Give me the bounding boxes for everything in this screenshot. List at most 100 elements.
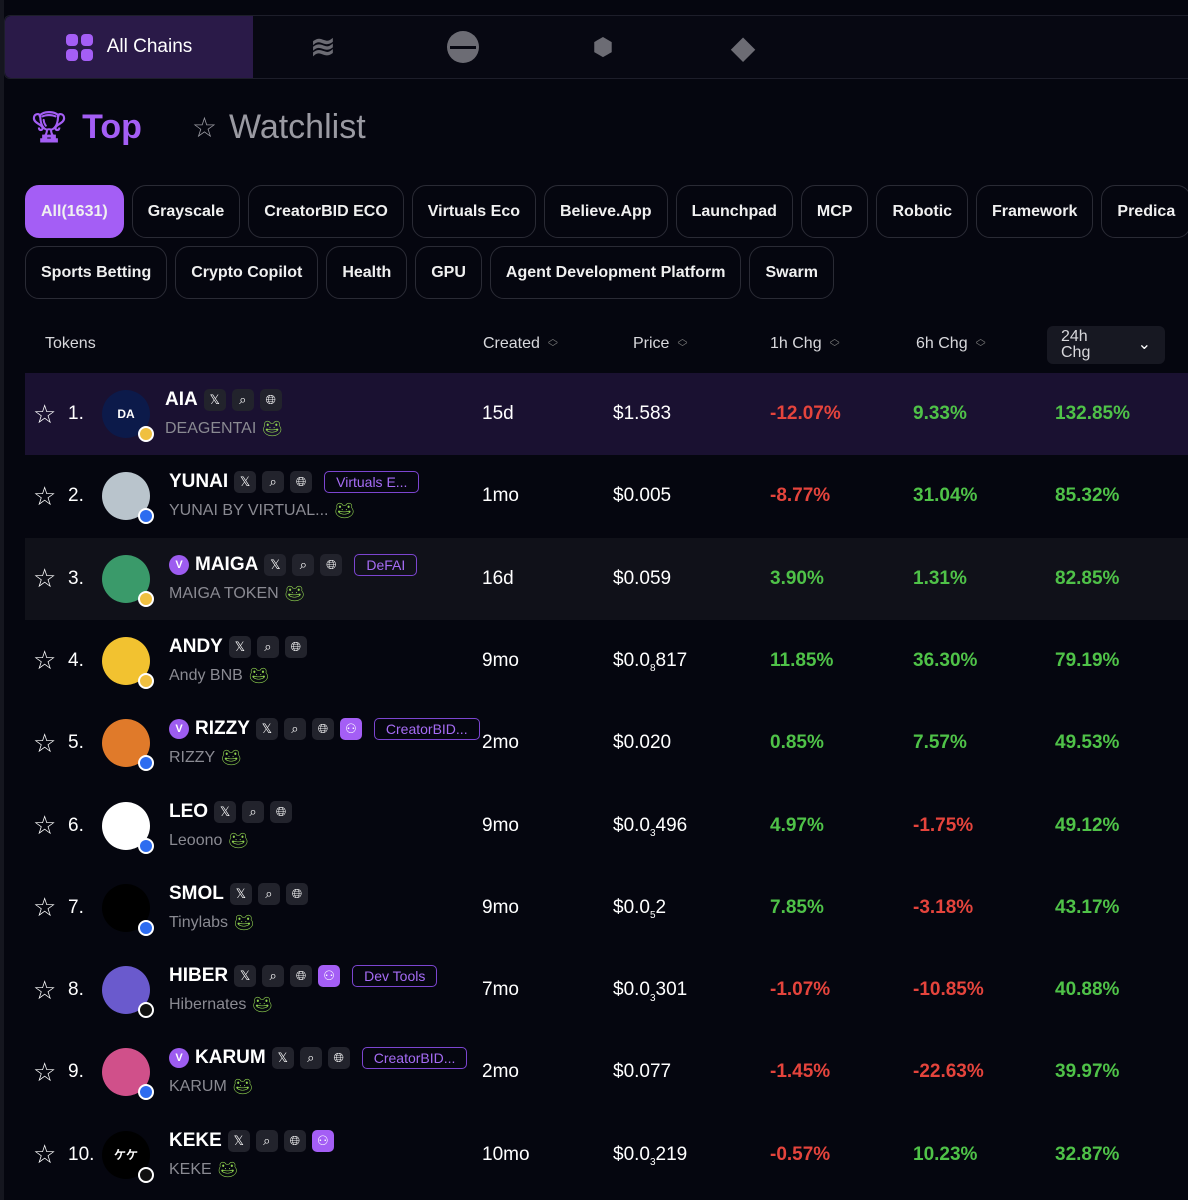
x-icon[interactable]: 𝕏 [229,882,252,905]
filter-chip[interactable]: Crypto Copilot [175,246,319,299]
col-24h[interactable]: 24h Chg ⌄ [1047,326,1165,364]
table-row[interactable]: ☆ 8. HIBER 𝕏 ⌕ 🌐︎ ⚇ Dev Tools Hibernates… [25,949,1188,1031]
table-row[interactable]: ☆ 7. SMOL 𝕏 ⌕ 🌐︎ Tinylabs 🐸︎ 9mo $0.0 5 2 7… [25,867,1188,949]
token-symbol[interactable]: ANDY [169,635,223,657]
chain-ethereum[interactable]: ◆ [673,16,813,78]
globe-icon[interactable]: 🌐︎ [311,718,334,741]
chain-solana[interactable]: ≋ [253,16,393,78]
sort-icon: ︿ ﹀ [677,334,688,354]
watchlist-star-icon[interactable]: ☆ [33,1139,57,1170]
globe-icon[interactable]: 🌐︎ [259,389,282,411]
x-icon[interactable]: 𝕏 [264,553,287,576]
filter-chip[interactable]: MCP [800,185,869,238]
watchlist-star-icon[interactable]: ☆ [33,892,57,923]
filter-chip[interactable]: Health [326,246,408,299]
filter-chip[interactable]: All(1631) [25,185,124,238]
watchlist-star-icon[interactable]: ☆ [33,398,57,429]
filter-chip[interactable]: Agent Development Platform [489,246,742,299]
search-icon[interactable]: ⌕ [283,718,306,741]
table-row[interactable]: ☆ 1. DA AIA 𝕏 ⌕ 🌐︎ DEAGENTAI 🐸︎ 15d $1.58… [25,373,1188,455]
token-symbol[interactable]: SMOL [169,882,224,904]
table-row[interactable]: ☆ 2. YUNAI 𝕏 ⌕ 🌐︎ Virtuals E... YUNAI BY… [25,455,1188,537]
search-icon[interactable]: ⌕ [292,553,315,576]
watchlist-star-icon[interactable]: ☆ [33,563,57,594]
category-tag[interactable]: DeFAI [354,553,418,576]
filter-chip[interactable]: CreatorBID ECO [248,185,404,238]
x-icon[interactable]: 𝕏 [255,718,278,741]
search-icon[interactable]: ⌕ [257,882,280,905]
globe-icon[interactable]: 🌐︎ [327,1047,350,1070]
col-price-label: Price [633,335,670,352]
search-icon[interactable]: ⌕ [242,800,265,823]
filter-chip[interactable]: Virtuals Eco [411,185,536,238]
filter-chip[interactable]: Predica [1101,185,1188,238]
globe-icon[interactable]: 🌐︎ [320,553,343,576]
category-tag[interactable]: Virtuals E... [324,471,420,494]
globe-icon[interactable]: 🌐︎ [270,800,293,823]
col-6h[interactable]: 6h Chg ︿ ﹀ [916,322,986,366]
chain-bnb[interactable]: ⬢ [533,16,673,78]
token-symbol[interactable]: MAIGA [195,553,259,575]
table-row[interactable]: ☆ 5. V RIZZY 𝕏 ⌕ 🌐︎ ⚇ CreatorBID... RIZZ… [25,702,1188,784]
developer-icon[interactable]: ⚇ [311,1129,334,1152]
table-row[interactable]: ☆ 4. ANDY 𝕏 ⌕ 🌐︎ Andy BNB 🐸︎ 9mo $0.0 8 817… [25,620,1188,702]
token-symbol[interactable]: KARUM [195,1047,266,1069]
x-icon[interactable]: 𝕏 [203,389,226,411]
x-icon[interactable]: 𝕏 [271,1047,294,1070]
globe-icon[interactable]: 🌐︎ [284,635,307,658]
filter-chip[interactable]: Believe.App [543,185,668,238]
watchlist-star-icon[interactable]: ☆ [33,1056,57,1087]
x-icon[interactable]: 𝕏 [228,635,251,658]
chain-all[interactable]: All Chains [5,16,253,78]
token-symbol[interactable]: KEKE [169,1129,222,1151]
col-created[interactable]: Created ︿ ﹀ [483,322,558,366]
developer-icon[interactable]: ⚇ [318,965,341,988]
filter-chip[interactable]: Launchpad [675,185,793,238]
token-symbol[interactable]: RIZZY [195,718,250,740]
token-symbol[interactable]: AIA [165,389,198,410]
token-symbol[interactable]: LEO [169,800,209,822]
table-row[interactable]: ☆ 10. ケケ KEKE 𝕏 ⌕ 🌐︎ ⚇ KEKE 🐸︎ 10mo $0.0 3… [25,1114,1188,1196]
globe-icon[interactable]: 🌐︎ [283,1129,306,1152]
search-icon[interactable]: ⌕ [299,1047,322,1070]
watchlist-star-icon[interactable]: ☆ [33,480,57,511]
col-price[interactable]: Price ︿ ﹀ [633,322,687,366]
globe-icon[interactable]: 🌐︎ [285,882,308,905]
col-1h[interactable]: 1h Chg ︿ ﹀ [770,322,840,366]
globe-icon[interactable]: 🌐︎ [290,965,313,988]
tab-watchlist[interactable]: ☆ Watchlist [192,108,366,147]
search-icon[interactable]: ⌕ [262,965,285,988]
filter-chip[interactable]: Grayscale [131,185,241,238]
globe-icon[interactable]: 🌐︎ [290,471,313,494]
x-icon[interactable]: 𝕏 [234,471,257,494]
chain-base[interactable] [393,16,533,78]
filter-chip[interactable]: Framework [976,185,1094,238]
token-symbol[interactable]: HIBER [169,965,229,987]
search-icon[interactable]: ⌕ [256,635,279,658]
table-row[interactable]: ☆ 3. V MAIGA 𝕏 ⌕ 🌐︎ DeFAI MAIGA TOKEN 🐸︎ … [25,537,1188,620]
x-icon[interactable]: 𝕏 [214,800,237,823]
tab-top[interactable]: 🏆︎ Top [30,108,142,147]
filter-chip[interactable]: Robotic [876,185,969,238]
category-tag[interactable]: CreatorBID... [361,1047,468,1070]
x-icon[interactable]: 𝕏 [234,965,257,988]
filter-chip[interactable]: GPU [415,246,482,299]
chain-badge-icon [138,837,154,854]
watchlist-star-icon[interactable]: ☆ [33,645,57,676]
filter-chip[interactable]: Sports Betting [25,246,168,299]
developer-icon[interactable]: ⚇ [339,718,362,741]
token-fullname-text: Leoono [169,831,223,849]
token-symbol[interactable]: YUNAI [169,471,229,493]
category-tag[interactable]: CreatorBID... [373,718,480,741]
x-icon[interactable]: 𝕏 [227,1129,250,1152]
search-icon[interactable]: ⌕ [255,1129,278,1152]
category-tag[interactable]: Dev Tools [352,965,438,988]
search-icon[interactable]: ⌕ [262,471,285,494]
watchlist-star-icon[interactable]: ☆ [33,974,57,1005]
watchlist-star-icon[interactable]: ☆ [33,810,57,840]
table-row[interactable]: ☆ 9. V KARUM 𝕏 ⌕ 🌐︎ CreatorBID... KARUM 🐸… [25,1031,1188,1113]
table-row[interactable]: ☆ 6. LEO 𝕏 ⌕ 🌐︎ Leoono 🐸︎ 9mo $0.0 3 496 4.… [25,785,1188,867]
watchlist-star-icon[interactable]: ☆ [33,727,57,758]
filter-chip[interactable]: Swarm [749,246,834,299]
search-icon[interactable]: ⌕ [231,389,254,411]
